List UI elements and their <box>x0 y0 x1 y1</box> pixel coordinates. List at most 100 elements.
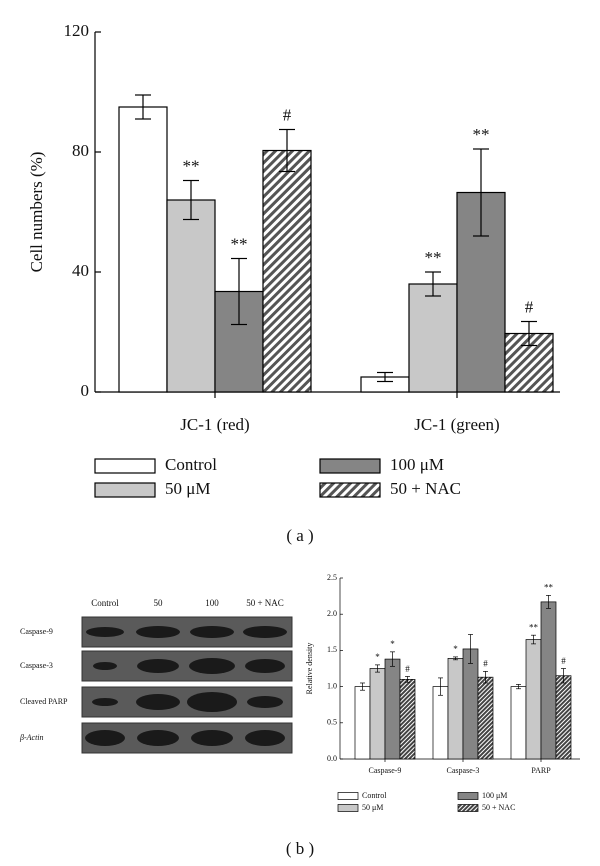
blot-band <box>190 626 234 638</box>
error-bar <box>561 668 566 684</box>
legend-label: Control <box>362 791 387 800</box>
legend-label: 50 μM <box>362 803 383 812</box>
error-bar <box>473 148 489 237</box>
significance-label: ** <box>231 235 248 254</box>
blot-band <box>137 659 179 673</box>
y-tick-label: 0.5 <box>327 718 337 727</box>
significance-label: ** <box>183 157 200 176</box>
error-bar <box>483 671 488 684</box>
error-bar <box>279 128 295 173</box>
y-axis-label: Relative density <box>305 643 314 695</box>
significance-label: # <box>483 659 488 669</box>
significance-label: ** <box>425 248 442 267</box>
legend-swatch <box>94 482 156 498</box>
legend-swatch <box>457 804 479 812</box>
error-bar <box>516 684 521 690</box>
blot-band <box>136 694 180 710</box>
error-bar <box>521 320 537 347</box>
legend-label: 50 μM <box>165 479 210 498</box>
blot-band <box>93 662 117 670</box>
y-tick-label: 120 <box>64 21 90 40</box>
x-tick-label: Caspase-3 <box>447 766 480 775</box>
blot-band <box>191 730 233 746</box>
significance-label: # <box>283 106 292 125</box>
x-tick-label: JC-1 (red) <box>180 415 249 434</box>
row-label: β-Actin <box>19 733 44 742</box>
western-blot: Control 50 100 50 + NAC Caspase-9 Caspase-3 Cl… <box>19 598 293 754</box>
bar <box>540 601 557 760</box>
blot-band <box>247 696 283 708</box>
significance-label: # <box>405 664 410 674</box>
legend-label: 50 + NAC <box>390 479 461 498</box>
y-axis-label: Cell numbers (%) <box>27 152 46 273</box>
legend-label: 100 μM <box>482 791 507 800</box>
blot-band <box>86 627 124 637</box>
bar <box>118 106 168 393</box>
blot-band <box>187 692 237 712</box>
y-tick-label: 40 <box>72 261 89 280</box>
significance-label: # <box>561 656 566 666</box>
x-tick-label: PARP <box>531 766 551 775</box>
significance-label: * <box>375 652 380 662</box>
error-bar <box>231 257 247 326</box>
x-tick-label: Caspase-9 <box>369 766 402 775</box>
lane-label: 50 + NAC <box>246 598 284 608</box>
error-bar <box>425 271 441 297</box>
error-bar <box>390 651 395 667</box>
blot-band <box>245 730 285 746</box>
bar <box>354 686 371 760</box>
legend-label: Control <box>165 455 217 474</box>
lane-label: 50 <box>154 598 164 608</box>
caption: ( b ) <box>286 839 314 858</box>
legend-swatch <box>319 482 381 498</box>
bar <box>369 668 386 760</box>
legend-swatch <box>94 458 156 474</box>
significance-label: ** <box>473 125 490 144</box>
y-tick-label: 2.5 <box>327 573 337 582</box>
error-bar <box>453 656 458 661</box>
legend-swatch <box>337 792 359 800</box>
error-bar <box>360 682 365 691</box>
lane-label: Control <box>91 598 119 608</box>
legend-label: 50 + NAC <box>482 803 515 812</box>
blot-band <box>189 658 235 674</box>
error-bar <box>183 179 199 221</box>
bar <box>462 648 479 760</box>
bar <box>384 658 401 760</box>
error-bar <box>531 634 536 645</box>
legend-swatch <box>337 804 359 812</box>
legend-swatch <box>457 792 479 800</box>
legend-swatch <box>319 458 381 474</box>
bar <box>555 675 572 760</box>
bar <box>262 149 312 393</box>
y-tick-label: 0 <box>81 381 90 400</box>
bar <box>399 679 416 760</box>
error-bar <box>546 595 551 609</box>
significance-label: ** <box>529 623 539 633</box>
significance-label: * <box>390 639 395 649</box>
row-label: Caspase-3 <box>20 661 53 670</box>
lane-label: 100 <box>205 598 219 608</box>
y-tick-label: 2.0 <box>327 609 337 618</box>
y-tick-label: 80 <box>72 141 89 160</box>
y-tick-label: 0.0 <box>327 754 337 763</box>
y-tick-label: 1.0 <box>327 681 337 690</box>
blot-band <box>136 626 180 638</box>
bar <box>525 639 542 760</box>
significance-label: # <box>525 298 534 317</box>
error-bar <box>438 677 443 696</box>
blot-band <box>85 730 125 746</box>
significance-label: * <box>453 644 458 654</box>
bar <box>447 658 464 760</box>
legend-label: 100 μM <box>390 455 444 474</box>
blot-band <box>245 659 285 673</box>
error-bar <box>405 676 410 683</box>
bar <box>432 686 449 760</box>
bar <box>214 290 264 393</box>
blot-band <box>92 698 118 706</box>
bar <box>510 686 527 760</box>
error-bar <box>468 634 473 664</box>
bar <box>477 676 494 760</box>
y-tick-label: 1.5 <box>327 645 337 654</box>
